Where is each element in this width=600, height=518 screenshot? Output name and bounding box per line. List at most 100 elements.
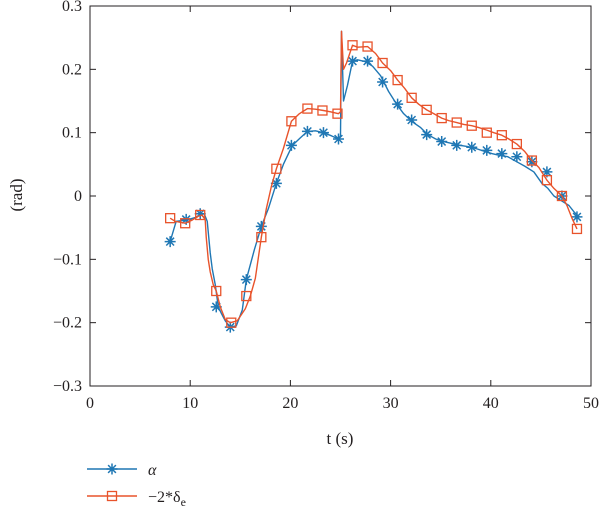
data-point-asterisk-shape bbox=[285, 139, 297, 151]
data-point-asterisk-shape bbox=[511, 151, 523, 163]
data-point-asterisk-shape bbox=[526, 156, 538, 168]
x-tick-label: 20 bbox=[282, 395, 298, 412]
data-point-asterisk-shape bbox=[255, 220, 267, 232]
y-tick-label: −0.1 bbox=[53, 251, 82, 268]
data-point-asterisk-shape bbox=[496, 148, 508, 160]
data-point-asterisk bbox=[347, 55, 359, 67]
data-point-asterisk-shape bbox=[180, 213, 192, 225]
data-point-asterisk-shape bbox=[347, 55, 359, 67]
data-point-square bbox=[286, 116, 297, 127]
data-point-square bbox=[241, 290, 252, 302]
data-point-asterisk bbox=[421, 129, 433, 141]
data-point-square bbox=[332, 108, 343, 119]
data-point-square bbox=[271, 163, 282, 174]
legend-label-delta-sub: e bbox=[181, 495, 186, 509]
data-point-square bbox=[526, 155, 538, 166]
series-line bbox=[169, 30, 578, 324]
data-point-square bbox=[392, 74, 403, 86]
legend-item-delta: −2*δe bbox=[87, 489, 186, 509]
data-point-square bbox=[211, 285, 222, 297]
data-point-square bbox=[406, 92, 417, 103]
data-point-square bbox=[195, 209, 206, 221]
data-point-asterisk bbox=[362, 55, 374, 67]
data-point-asterisk bbox=[270, 177, 282, 189]
data-point-asterisk bbox=[406, 114, 418, 126]
data-point-square bbox=[302, 103, 313, 114]
x-axis-label: t (s) bbox=[327, 429, 354, 448]
data-point-asterisk bbox=[180, 213, 192, 225]
legend-asterisk-shape bbox=[106, 463, 118, 475]
data-point-asterisk bbox=[194, 208, 206, 220]
data-point-square bbox=[347, 40, 358, 51]
data-point-square bbox=[317, 105, 328, 116]
data-point-asterisk bbox=[481, 144, 493, 156]
series-delta bbox=[165, 30, 583, 328]
data-point-asterisk bbox=[301, 125, 313, 137]
y-axis-label: (rad) bbox=[7, 178, 26, 211]
x-tick-label: 50 bbox=[583, 395, 599, 412]
data-point-square bbox=[377, 57, 388, 69]
y-tick-label: 0.1 bbox=[62, 125, 82, 142]
data-point-asterisk-shape bbox=[301, 125, 313, 137]
data-point-asterisk bbox=[392, 98, 404, 110]
legend-item-alpha: α bbox=[87, 462, 157, 479]
legend-marker-square bbox=[106, 490, 118, 502]
data-point-square bbox=[481, 127, 492, 138]
data-point-asterisk-shape bbox=[421, 129, 433, 141]
data-point-asterisk-shape bbox=[392, 98, 404, 110]
data-point-asterisk-shape bbox=[481, 144, 493, 156]
plot-area bbox=[164, 30, 583, 333]
legend-label-delta-main: −2*δ bbox=[148, 489, 181, 506]
data-point-asterisk bbox=[285, 139, 297, 151]
legend-square bbox=[106, 490, 118, 502]
y-tick-label: 0 bbox=[74, 188, 82, 205]
data-point-asterisk bbox=[240, 274, 252, 286]
data-point-asterisk bbox=[377, 76, 389, 88]
data-point-asterisk-shape bbox=[332, 133, 344, 145]
series-line bbox=[169, 30, 580, 328]
data-point-asterisk bbox=[255, 220, 267, 232]
data-point-square bbox=[436, 112, 447, 124]
data-point-asterisk bbox=[436, 136, 448, 148]
y-tick-label: 0.3 bbox=[62, 0, 82, 15]
data-point-asterisk bbox=[526, 156, 538, 168]
data-point-asterisk-shape bbox=[194, 208, 206, 220]
y-tick-label: 0.2 bbox=[62, 61, 82, 78]
data-point-asterisk-shape bbox=[240, 274, 252, 286]
data-point-square bbox=[496, 130, 507, 141]
y-tick-label: −0.2 bbox=[53, 315, 82, 332]
data-point-asterisk-shape bbox=[466, 141, 478, 153]
legend-label-delta: −2*δe bbox=[148, 489, 186, 509]
y-tick-label: −0.3 bbox=[53, 378, 82, 395]
data-point-square bbox=[511, 138, 523, 150]
data-point-square bbox=[256, 232, 267, 243]
x-tick-label: 0 bbox=[86, 395, 94, 412]
data-point-asterisk-shape bbox=[362, 55, 374, 67]
data-point-asterisk bbox=[466, 141, 478, 153]
data-point-asterisk-shape bbox=[317, 127, 329, 139]
legend-asterisk bbox=[106, 463, 118, 475]
data-point-asterisk bbox=[332, 133, 344, 145]
legend-label-alpha: α bbox=[148, 462, 157, 479]
data-point-asterisk-shape bbox=[164, 236, 176, 248]
data-point-asterisk-shape bbox=[571, 211, 583, 223]
data-point-asterisk bbox=[511, 151, 523, 163]
x-tick-label: 30 bbox=[383, 395, 399, 412]
data-point-asterisk-shape bbox=[541, 166, 553, 178]
data-point-square bbox=[556, 190, 568, 202]
data-point-square bbox=[571, 223, 583, 235]
data-point-asterisk-shape bbox=[436, 136, 448, 148]
x-tick-label: 40 bbox=[483, 395, 499, 412]
data-point-asterisk bbox=[496, 148, 508, 160]
data-point-asterisk bbox=[210, 301, 222, 313]
x-tick-label: 10 bbox=[182, 395, 198, 412]
legend: α −2*δe bbox=[87, 462, 186, 509]
series-alpha bbox=[164, 30, 583, 333]
data-point-asterisk bbox=[541, 166, 553, 178]
data-point-asterisk-shape bbox=[210, 301, 222, 313]
data-point-square bbox=[541, 175, 553, 186]
data-point-square bbox=[421, 104, 432, 116]
data-point-asterisk-shape bbox=[451, 139, 463, 151]
axes: 0 10 20 30 40 50 −0.3 −0.2 −0.1 0 0.1 0.2 0.3 bbox=[53, 0, 599, 412]
data-point-square bbox=[226, 317, 237, 328]
